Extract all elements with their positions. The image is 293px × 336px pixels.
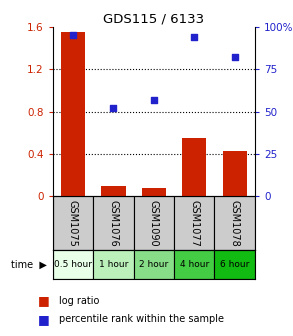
Point	[192, 34, 197, 40]
Bar	[142, 188, 166, 197]
Text: 0.5 hour: 0.5 hour	[54, 260, 92, 269]
Bar	[174, 250, 214, 279]
Point	[71, 33, 75, 38]
Bar	[214, 197, 255, 250]
Text: 2 hour: 2 hour	[139, 260, 168, 269]
Point	[111, 106, 116, 111]
Bar	[223, 151, 247, 197]
Title: GDS115 / 6133: GDS115 / 6133	[103, 13, 205, 26]
Bar	[182, 138, 206, 197]
Text: 1 hour: 1 hour	[99, 260, 128, 269]
Text: GSM1077: GSM1077	[189, 200, 199, 247]
Bar	[93, 250, 134, 279]
Point	[232, 55, 237, 60]
Bar	[101, 186, 125, 197]
Text: log ratio: log ratio	[59, 296, 99, 306]
Point	[151, 97, 156, 102]
Text: ■: ■	[38, 313, 50, 326]
Text: percentile rank within the sample: percentile rank within the sample	[59, 314, 224, 324]
Text: 6 hour: 6 hour	[220, 260, 249, 269]
Bar	[53, 250, 93, 279]
Text: GSM1075: GSM1075	[68, 200, 78, 247]
Text: GSM1076: GSM1076	[108, 200, 118, 247]
Text: ■: ■	[38, 294, 50, 307]
Bar	[134, 250, 174, 279]
Bar	[93, 197, 134, 250]
Bar	[134, 197, 174, 250]
Text: 4 hour: 4 hour	[180, 260, 209, 269]
Text: time  ▶: time ▶	[11, 259, 47, 269]
Bar	[53, 197, 93, 250]
Bar	[61, 32, 85, 197]
Bar	[214, 250, 255, 279]
Text: GSM1090: GSM1090	[149, 200, 159, 247]
Bar	[174, 197, 214, 250]
Text: GSM1078: GSM1078	[230, 200, 240, 247]
